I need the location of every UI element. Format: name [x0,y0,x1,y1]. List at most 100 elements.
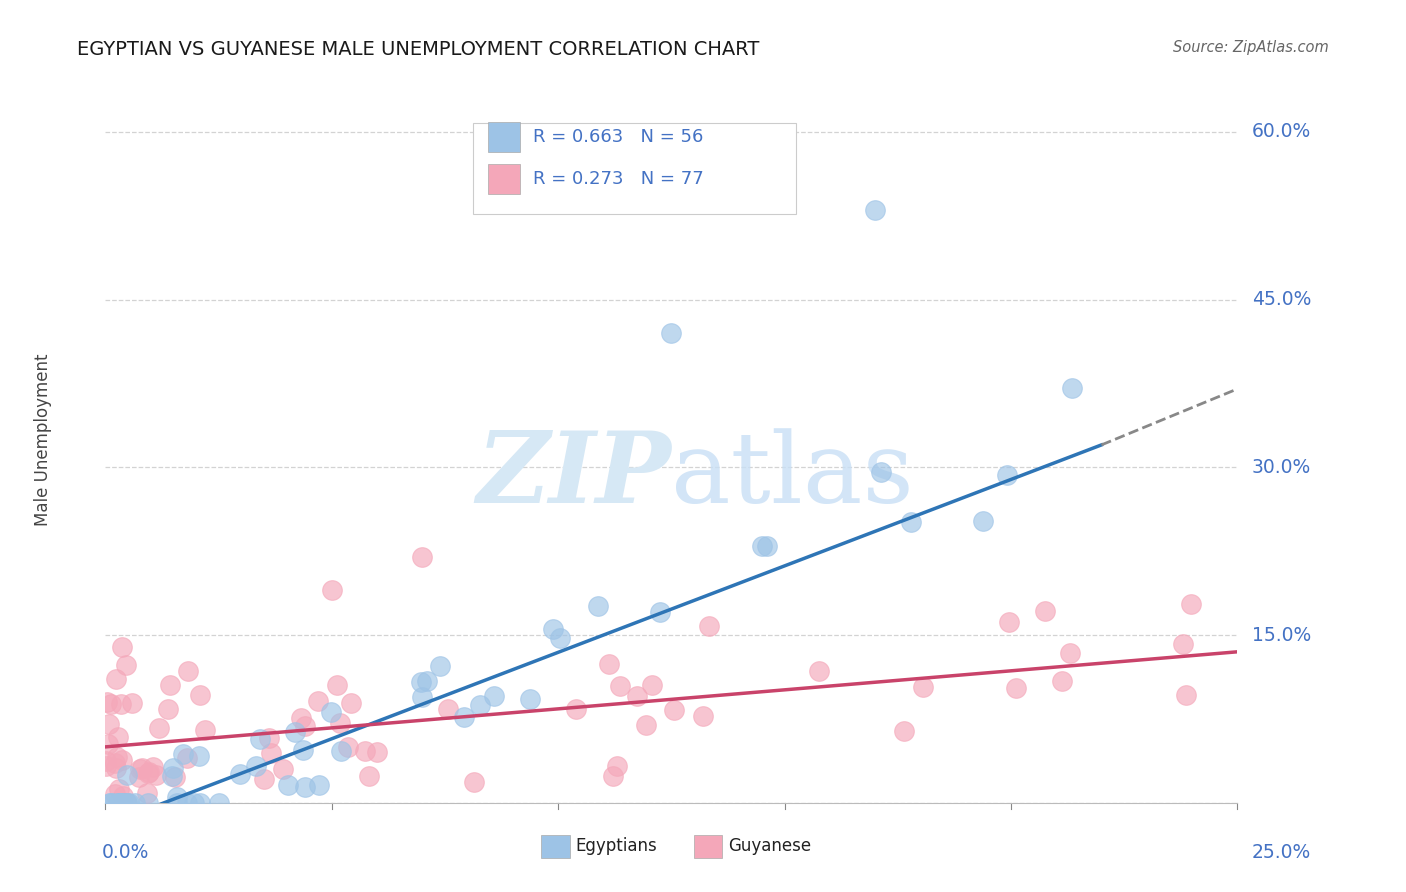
Point [308,779,330,793]
Point [118,796,141,810]
Point [111,796,134,810]
Point [870,465,893,479]
Point [110,697,132,711]
Point [755,539,778,553]
Text: 45.0%: 45.0% [1251,290,1312,309]
Point [115,796,138,810]
Point [260,747,283,761]
Point [411,549,433,564]
Point [117,796,139,810]
Text: Egyptians: Egyptians [575,838,657,855]
Point [294,780,316,795]
Point [321,583,343,598]
Point [94,758,117,772]
Point [1180,597,1202,611]
Point [807,664,830,678]
Point [104,788,127,802]
Point [692,709,714,723]
Point [429,659,451,673]
Point [172,747,194,761]
Point [541,622,564,636]
Point [166,790,188,805]
Point [124,796,146,810]
Point [626,689,648,703]
Point [336,739,359,754]
Point [159,678,181,692]
Point [1059,646,1081,660]
Bar [488,121,520,153]
Point [893,724,915,739]
Point [129,762,152,776]
Text: ZIP: ZIP [477,427,672,524]
Point [107,730,129,744]
Point [1175,688,1198,702]
Point [586,599,609,613]
Point [863,202,886,217]
Point [112,789,135,803]
Point [1062,381,1084,395]
Point [138,796,160,810]
Point [156,702,179,716]
Point [108,796,131,810]
Point [108,781,131,796]
Point [329,716,352,731]
Point [482,690,505,704]
Point [136,765,159,780]
Point [188,748,211,763]
Point [409,675,432,690]
Text: 0.0%: 0.0% [103,843,149,862]
Point [271,763,294,777]
Point [104,756,127,770]
Point [634,717,657,731]
Point [105,749,128,764]
Point [145,768,167,782]
Point [453,710,475,724]
Point [104,672,127,686]
Point [1173,637,1195,651]
Point [357,769,380,783]
Point [972,515,994,529]
Point [307,694,329,708]
Point [290,711,312,725]
Point [253,772,276,786]
Text: R = 0.663   N = 56: R = 0.663 N = 56 [533,128,703,146]
Text: R = 0.273   N = 77: R = 0.273 N = 77 [533,170,704,188]
Point [142,760,165,774]
Point [565,702,588,716]
Point [912,680,935,694]
Point [900,515,922,529]
Point [353,744,375,758]
Point [194,723,217,737]
Point [115,658,138,673]
Point [995,468,1018,483]
Point [548,631,571,645]
Point [330,744,353,758]
Point [100,697,122,711]
Point [366,745,388,759]
Point [648,605,671,619]
Point [165,770,187,784]
Point [416,673,439,688]
Point [437,702,460,716]
Point [326,678,349,692]
Point [249,732,271,747]
Point [998,615,1021,630]
Point [131,761,153,775]
Point [319,706,342,720]
Point [115,796,138,810]
Point [292,743,315,757]
Point [609,679,631,693]
Text: Male Unemployment: Male Unemployment [34,353,52,525]
Bar [488,164,520,194]
Point [606,759,628,773]
Point [257,731,280,746]
Point [641,678,664,692]
Point [176,796,198,810]
Point [110,796,132,810]
Point [111,640,134,654]
Point [107,796,129,810]
Bar [695,835,723,858]
Point [1050,674,1073,689]
Point [1005,681,1028,695]
Point [94,755,117,769]
